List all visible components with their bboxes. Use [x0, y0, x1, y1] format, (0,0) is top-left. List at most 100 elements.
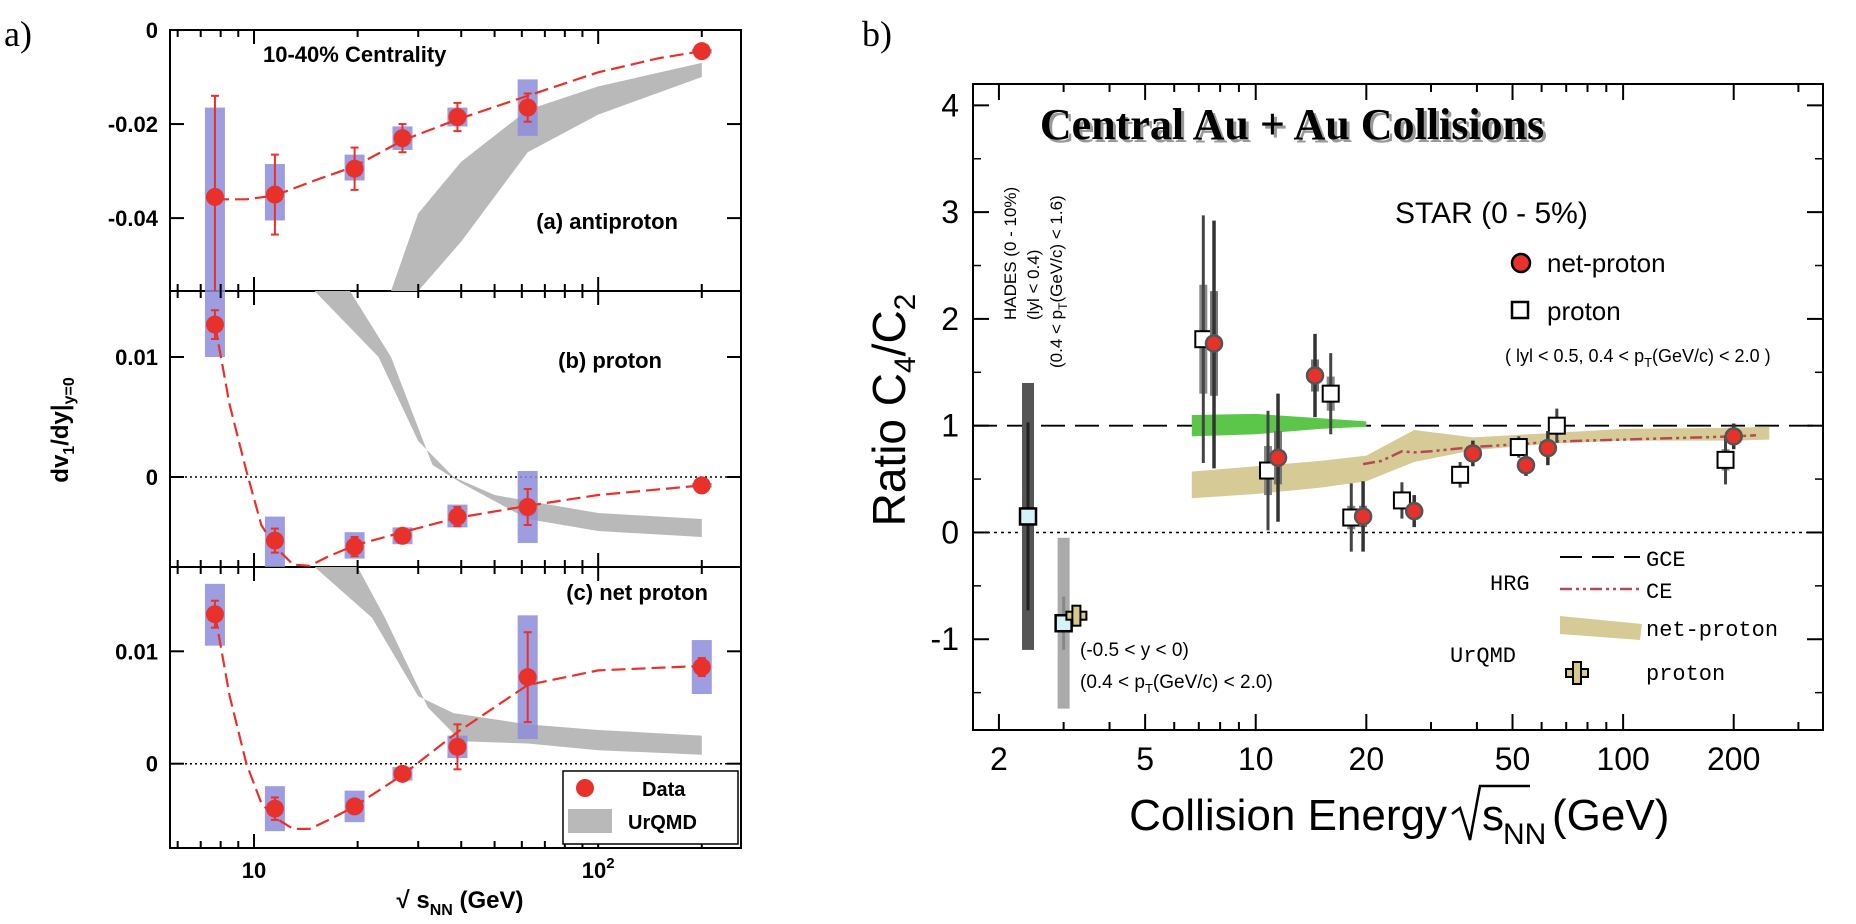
subplot-label-net-proton: (c) net proton: [566, 580, 708, 605]
panel-a-content: 0 -0.02 -0.04 0.01 0 0.01 0 10 102: [108, 18, 741, 883]
panel-b: b) -1 0 1 2 3 4 2 5 10 20 50 100 200 Central Au + Au…: [862, 14, 1824, 851]
fit-curve: [213, 614, 702, 831]
net-proton-marker: [1204, 334, 1224, 353]
y-tick-label: 3: [941, 194, 959, 230]
hades-marker: [1018, 507, 1038, 526]
y-tick-label: -0.04: [108, 206, 159, 231]
data-point: [518, 498, 537, 516]
y-tick-label: 0.01: [115, 639, 158, 664]
panel-a-legend: Data UrQMD: [562, 770, 739, 845]
x-tick-label: 10: [1238, 741, 1274, 777]
data-point: [518, 668, 537, 687]
panel-a-frame: [169, 29, 742, 849]
legend-net-proton-label: net-proton: [1547, 248, 1666, 278]
legend-ce-label: CE: [1646, 580, 1672, 605]
subplot-label-antiproton: (a) antiproton: [536, 209, 678, 234]
y-tick-label: 4: [941, 87, 959, 123]
panel-b-label: b): [862, 14, 892, 54]
legend-star-header: STAR (0 - 5%): [1395, 197, 1588, 230]
sqrt-sign: [1451, 784, 1530, 841]
data-point: [448, 108, 467, 126]
x-tick-label: 10: [242, 858, 266, 883]
y-tick-label: 2: [941, 301, 959, 337]
urqmd-proton-marker: [1065, 604, 1088, 627]
data-point: [265, 799, 284, 818]
fit-curve: [215, 50, 702, 201]
data-point: [393, 526, 412, 545]
panel-b-content: -1 0 1 2 3 4 2 5 10 20 50 100 200: [931, 84, 1823, 777]
data-point: [345, 537, 364, 556]
y-tick-label: 1: [941, 408, 959, 444]
proton-marker: [1509, 438, 1528, 457]
net-proton-marker: [1724, 427, 1743, 446]
urqmd-band: [314, 291, 702, 537]
legend-data-label: Data: [642, 779, 686, 801]
legend-urqmd-label: UrQMD: [1450, 644, 1516, 669]
legend-urqmd-label: UrQMD: [628, 812, 697, 834]
panel-a-title: 10-40% Centrality: [263, 42, 447, 67]
panel-b-xlabel-sub: NN: [1503, 818, 1546, 851]
data-point: [265, 185, 284, 204]
x-tick-label: 200: [1707, 741, 1760, 777]
hades-note-1: HADES (0 - 10%): [1001, 187, 1020, 320]
panel-b-title: Central Au + Au Collisions: [1040, 100, 1544, 149]
panel-b-xlabel-unit: (GeV): [1552, 791, 1669, 840]
legend-proton-marker: [1510, 300, 1530, 320]
net-proton-marker: [1463, 444, 1483, 463]
proton-marker: [1321, 384, 1340, 403]
subplot-proton: [170, 291, 741, 567]
legend-gce-label: GCE: [1646, 548, 1686, 573]
proton-marker: [1451, 465, 1470, 484]
y-tick-label: 0.01: [115, 345, 158, 370]
subplot-label-proton: (b) proton: [558, 348, 662, 373]
proton-marker: [1716, 450, 1735, 469]
panel-a: a) 0 -0.02 -0.04 0.01 0 0.01 0 10 102 10-40% Cen…: [4, 14, 742, 919]
panel-b-legend-star: STAR (0 - 5%) net-proton proton ( lyl < …: [1395, 197, 1771, 370]
proton-marker: [1547, 416, 1566, 435]
cross-center: [1073, 612, 1080, 619]
net-proton-marker: [1516, 455, 1536, 475]
subplot-net-proton: [170, 567, 741, 832]
y-tick-label: 0: [941, 514, 959, 550]
net-proton-marker: [1305, 366, 1325, 385]
urqmd-band: [391, 62, 702, 291]
subplot-antiproton: [204, 42, 712, 291]
panel-b-title-shadow: Central Au + Au Collisions: [1043, 103, 1547, 152]
urqmd-band: [314, 567, 702, 755]
x-tick-label: 20: [1349, 741, 1385, 777]
legend-urqmd-net-label: net-proton: [1646, 618, 1778, 643]
data-point: [345, 159, 364, 178]
panel-a-label: a): [4, 14, 32, 54]
data-point: [265, 531, 284, 550]
panel-a-xlabel: √ sNN (GeV): [397, 887, 524, 919]
legend-urqmd-proton-marker: [1565, 661, 1589, 685]
net-proton-marker: [1353, 507, 1373, 526]
legend-net-proton-marker: [1510, 252, 1532, 274]
y-tick-label: 0: [146, 18, 158, 43]
x-tick-label: 5: [1136, 741, 1154, 777]
legend-urqmd-proton-label: proton: [1646, 662, 1725, 687]
fit-curve: [213, 324, 702, 567]
y-tick-label: -0.02: [108, 112, 158, 137]
data-point: [393, 129, 412, 148]
legend-hrg-label: HRG: [1490, 572, 1530, 597]
y-tick-label: 0: [146, 465, 158, 490]
legend-urqmd-band: [1560, 616, 1642, 640]
net-proton-marker: [1538, 438, 1558, 458]
panel-a-ylabel: dv1/dy|y=0: [47, 377, 78, 483]
y-tick-label: -1: [931, 621, 959, 657]
data-point: [205, 605, 224, 624]
x-tick-label: 100: [1596, 741, 1649, 777]
net-proton-marker: [1404, 501, 1424, 521]
data-point: [692, 42, 711, 61]
x-tick-label: 50: [1495, 741, 1531, 777]
panel-b-legend-model: GCE HRG CE net-proton UrQMD proton: [1450, 548, 1778, 687]
x-tick-label: 102: [582, 855, 615, 883]
fxt-note-2: (0.4 < pT(GeV/c) < 2.0): [1080, 672, 1273, 696]
legend-cuts: ( lyl < 0.5, 0.4 < pT(GeV/c) < 2.0 ): [1505, 346, 1771, 370]
panel-b-xlabel-var: s: [1482, 791, 1504, 840]
data-point: [205, 315, 224, 334]
hades-note-3: (0.4 < pT(GeV/c) < 1.6): [1047, 195, 1070, 368]
urqmd-net-proton-band: [1191, 426, 1770, 499]
